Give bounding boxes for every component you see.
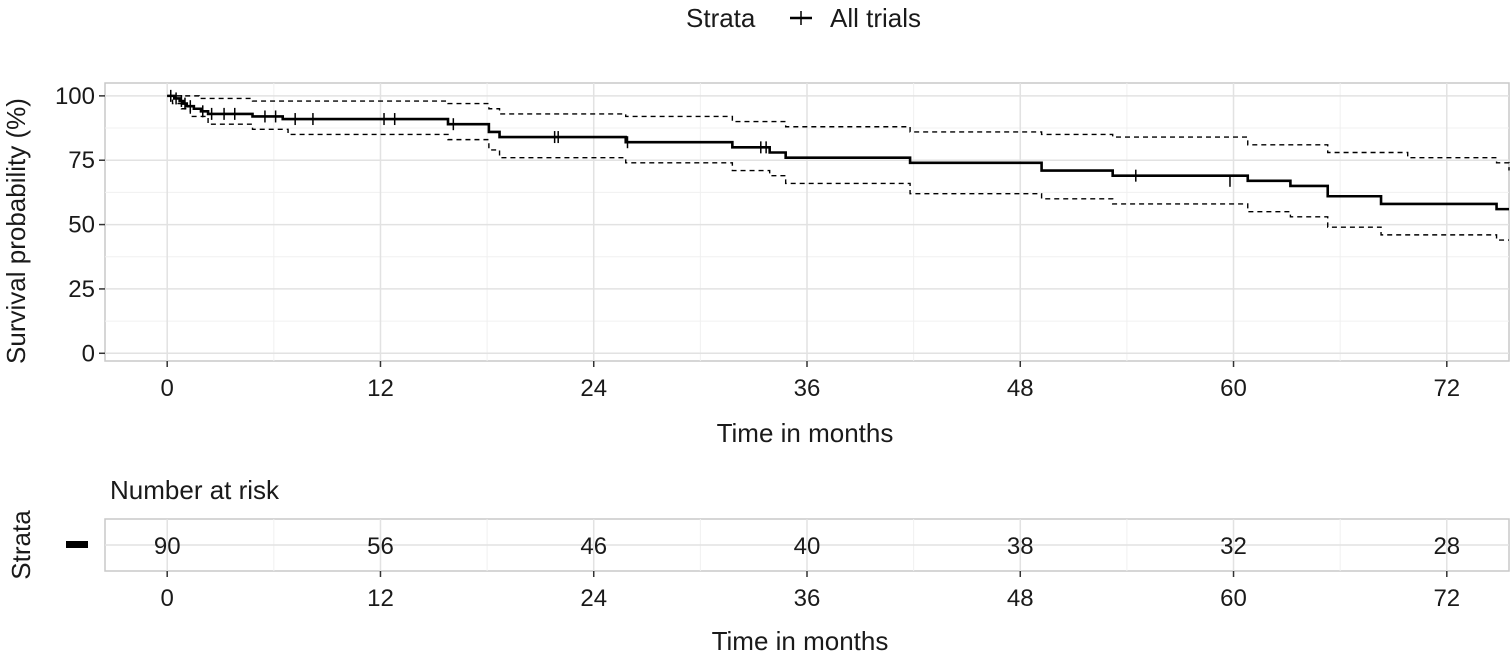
x-tick-label: 24 [580,375,607,402]
legend-title: Strata [686,3,756,33]
risk-x-axis-ticks: 0 12 24 36 48 60 72 [161,571,1460,612]
risk-x-tick-label: 12 [367,585,394,612]
survival-curve [167,94,1509,211]
risk-value: 28 [1433,533,1460,560]
y-axis-ticks: 0 25 50 75 100 [55,83,105,367]
risk-strata-key [66,541,88,548]
risk-x-tick-label: 72 [1433,585,1460,612]
y-tick-label: 0 [82,340,95,367]
x-tick-label: 0 [161,375,174,402]
x-tick-label: 48 [1007,375,1034,402]
risk-value: 56 [367,533,394,560]
y-tick-label: 75 [68,147,95,174]
survival-curves [167,94,1510,241]
risk-value: 40 [794,533,821,560]
risk-x-tick-label: 0 [161,585,174,612]
risk-x-tick-label: 24 [580,585,607,612]
x-tick-label: 12 [367,375,394,402]
y-tick-label: 50 [68,212,95,239]
confidence-band-line [167,95,1510,171]
risk-gridlines [105,519,1509,571]
risk-x-tick-label: 48 [1007,585,1034,612]
censor-marks [170,89,1231,187]
gridlines [105,83,1509,361]
risk-value: 32 [1220,533,1247,560]
x-tick-label: 36 [794,375,821,402]
y-axis-title: Survival probability (%) [1,98,31,364]
x-tick-label: 72 [1433,375,1460,402]
y-tick-label: 100 [55,83,95,110]
x-axis-ticks: 0 12 24 36 48 60 72 [161,361,1460,402]
risk-value: 90 [154,533,181,560]
risk-values: 90 56 46 40 38 32 28 [154,533,1460,560]
x-tick-label: 60 [1220,375,1247,402]
risk-x-tick-label: 60 [1220,585,1247,612]
legend: Strata All trials [686,3,921,33]
risk-value: 46 [580,533,607,560]
confidence-band-line [167,95,1509,241]
risk-value: 38 [1007,533,1034,560]
y-tick-label: 25 [68,276,95,303]
risk-x-axis-title: Time in months [712,626,889,656]
risk-y-axis-title: Strata [6,510,36,580]
risk-x-tick-label: 36 [794,585,821,612]
risk-table-panel: Number at risk 90 56 46 40 38 32 28 0 12 24 36 48 6… [6,475,1510,656]
x-axis-title: Time in months [717,418,894,448]
risk-table-title: Number at risk [110,475,280,505]
legend-entry-all-trials: All trials [830,3,921,33]
